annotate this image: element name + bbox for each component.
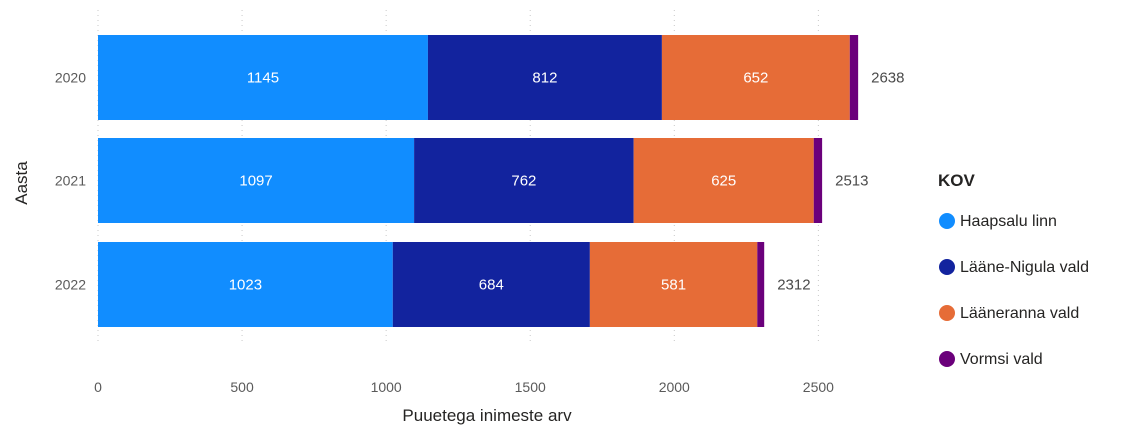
x-tick-label: 0 bbox=[94, 379, 102, 395]
bar-value-label: 581 bbox=[661, 277, 686, 294]
x-tick-label: 500 bbox=[230, 379, 254, 395]
legend-marker bbox=[939, 351, 955, 367]
bar-segment bbox=[98, 35, 428, 120]
bar-segment bbox=[98, 242, 393, 327]
bars-layer bbox=[98, 35, 859, 327]
bar-value-label: 812 bbox=[532, 70, 557, 87]
x-tick-label: 2500 bbox=[803, 379, 834, 395]
legend-item-label: Vormsi vald bbox=[960, 351, 1043, 368]
bar-segment bbox=[98, 138, 415, 223]
x-tick-label: 1000 bbox=[371, 379, 402, 395]
legend-marker bbox=[939, 259, 955, 275]
bar-total-label: 2638 bbox=[871, 70, 904, 87]
bar-segment bbox=[392, 242, 590, 327]
legend-item-label: Läänerann​a vald bbox=[960, 305, 1079, 322]
bar-value-label: 625 bbox=[711, 173, 736, 190]
legend-item-label: Haapsalu linn bbox=[960, 213, 1057, 230]
y-tick-label: 2020 bbox=[55, 70, 86, 86]
bar-segment bbox=[661, 35, 850, 120]
bar-segment bbox=[633, 138, 814, 223]
y-tick-label: 2021 bbox=[55, 173, 86, 189]
bar-segment bbox=[813, 138, 823, 223]
legend: KOV Haapsalu linn Lääne-Nigula vald Läänera… bbox=[938, 171, 1089, 368]
bar-total-label: 2312 bbox=[777, 277, 810, 294]
bar-value-label: 652 bbox=[743, 70, 768, 87]
axes-layer: 0 500 1000 1500 2000 2500 2020 2021 2022 Puuetega… bbox=[12, 70, 834, 426]
bar-segment bbox=[427, 35, 662, 120]
bar-segment bbox=[414, 138, 634, 223]
y-tick-label: 2022 bbox=[55, 277, 86, 293]
bar-segment bbox=[589, 242, 758, 327]
bar-total-label: 2513 bbox=[835, 173, 868, 190]
legend-item-label: Lääne-Nigula vald bbox=[960, 259, 1089, 276]
bar-value-label: 762 bbox=[511, 173, 536, 190]
x-axis-title: Puuetega inimeste arv bbox=[402, 406, 572, 425]
bar-segment bbox=[849, 35, 859, 120]
labels-layer: 1145 812 652 2638 1097 762 625 2513 1023 684 581 23… bbox=[229, 70, 905, 294]
bar-value-label: 1145 bbox=[247, 70, 279, 87]
bar-segment bbox=[757, 242, 765, 327]
bar-value-label: 684 bbox=[479, 277, 504, 294]
y-axis-title: Aasta bbox=[12, 161, 31, 205]
legend-title: KOV bbox=[938, 171, 976, 190]
legend-marker bbox=[939, 213, 955, 229]
legend-marker bbox=[939, 305, 955, 321]
bar-value-label: 1097 bbox=[239, 173, 272, 190]
x-tick-label: 1500 bbox=[515, 379, 546, 395]
bar-value-label: 1023 bbox=[229, 277, 262, 294]
x-tick-label: 2000 bbox=[659, 379, 690, 395]
